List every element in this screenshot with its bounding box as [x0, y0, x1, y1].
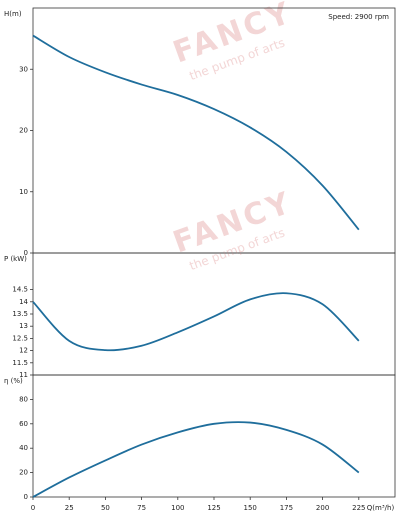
x-axis-label: Q(m³/h): [367, 504, 395, 512]
curve: [32, 292, 360, 352]
y-axis-label: P (kW): [4, 255, 27, 263]
panel-frame: [32, 374, 396, 498]
y-tick-label: 14.5: [12, 286, 28, 294]
x-tick-label: 75: [137, 504, 146, 512]
y-axis-label: η (%): [4, 377, 23, 385]
x-tick-label: 150: [244, 504, 257, 512]
y-tick-label: 80: [19, 395, 28, 403]
annotation: Speed: 2900 rpm: [328, 13, 389, 21]
x-tick-label: 0: [31, 504, 35, 512]
y-tick-label: 12.5: [12, 334, 28, 342]
x-tick-label: 225: [352, 504, 365, 512]
y-tick-label: 11.5: [12, 359, 28, 367]
y-tick-label: 13: [19, 322, 28, 330]
curve: [32, 421, 360, 498]
y-tick-label: 13.5: [12, 310, 28, 318]
y-tick-label: 11: [19, 371, 28, 379]
y-axis-label: H(m): [4, 10, 22, 18]
y-tick-label: 0: [24, 493, 28, 501]
x-tick-label: 100: [171, 504, 184, 512]
x-tick-label: 125: [207, 504, 220, 512]
x-tick-label: 25: [65, 504, 74, 512]
x-tick-label: 200: [316, 504, 329, 512]
x-tick-label: 50: [101, 504, 110, 512]
y-tick-label: 12: [19, 347, 28, 355]
y-tick-label: 20: [19, 127, 28, 135]
y-tick-label: 0: [24, 249, 28, 257]
y-tick-label: 10: [19, 188, 28, 196]
y-tick-label: 30: [19, 65, 28, 73]
y-tick-label: 40: [19, 444, 28, 452]
y-tick-label: 20: [19, 469, 28, 477]
y-tick-label: 14: [19, 298, 28, 306]
y-tick-label: 60: [19, 420, 28, 428]
panel-frame: [32, 252, 396, 376]
x-tick-label: 175: [280, 504, 293, 512]
curve: [32, 34, 360, 231]
